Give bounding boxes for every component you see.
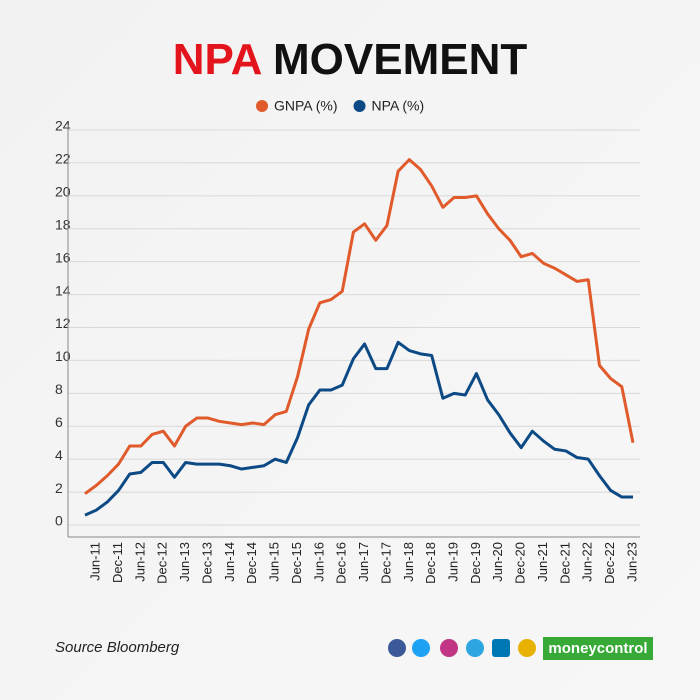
x-tick-label: Jun-14 <box>222 542 237 582</box>
x-tick-label: Dec-15 <box>289 542 304 584</box>
brand: moneycontrol <box>548 640 647 657</box>
x-tick-label: Dec-22 <box>602 542 617 584</box>
x-tick-label: Jun-21 <box>535 542 550 582</box>
y-tick-label: 24 <box>55 118 71 134</box>
x-tick-label: Jun-11 <box>88 542 103 581</box>
data-line <box>84 158 635 495</box>
y-tick-label: 22 <box>55 151 71 167</box>
y-tick-label: 20 <box>55 184 71 200</box>
telegram-icon <box>466 639 484 657</box>
x-tick-label: Dec-17 <box>378 542 393 584</box>
source: Source Bloomberg <box>55 639 180 656</box>
coin-icon <box>518 639 536 657</box>
y-tick-label: 8 <box>55 381 63 397</box>
x-tick-label: Dec-13 <box>199 542 214 584</box>
x-tick-label: Dec-16 <box>334 542 349 584</box>
x-tick-label: Dec-14 <box>244 542 259 584</box>
x-tick-label: Jun-13 <box>177 542 192 582</box>
x-tick-label: Jun-15 <box>267 542 282 582</box>
y-tick-label: 16 <box>55 249 71 265</box>
chart-title: NPA MOVEMENT <box>173 35 528 84</box>
x-tick-label: Jun-12 <box>132 542 147 582</box>
x-tick-label: Jun-23 <box>624 542 639 582</box>
y-tick-label: 2 <box>55 480 63 496</box>
twitter-icon <box>412 639 430 657</box>
x-tick-label: Jun-19 <box>445 542 460 582</box>
y-tick-label: 18 <box>55 216 71 232</box>
x-tick-label: Dec-19 <box>468 542 483 584</box>
x-tick-label: Dec-20 <box>513 542 528 584</box>
linkedin-icon <box>492 639 510 657</box>
y-tick-label: 6 <box>55 414 63 430</box>
y-tick-label: 10 <box>55 348 71 364</box>
legend-label: GNPA (%) <box>274 98 338 114</box>
x-tick-label: Dec-21 <box>557 542 572 584</box>
y-tick-label: 14 <box>55 282 71 298</box>
legend-marker <box>256 100 268 112</box>
x-tick-label: Dec-18 <box>423 542 438 584</box>
x-tick-label: Dec-12 <box>155 542 170 584</box>
y-tick-label: 4 <box>55 447 63 463</box>
x-tick-label: Dec-11 <box>110 542 125 583</box>
x-tick-label: Jun-20 <box>490 542 505 582</box>
x-tick-label: Jun-16 <box>311 542 326 582</box>
y-tick-label: 12 <box>55 315 71 331</box>
instagram-icon <box>440 639 458 657</box>
title-highlight: NPA <box>173 35 262 84</box>
x-tick-label: Jun-22 <box>580 542 595 582</box>
x-tick-label: Jun-17 <box>356 542 371 582</box>
legend-marker <box>353 100 366 112</box>
title-rest: MOVEMENT <box>273 35 527 84</box>
y-tick-label: 0 <box>55 513 63 529</box>
brand-box <box>543 637 653 660</box>
social-icons <box>388 639 536 657</box>
x-tick-label: Jun-18 <box>401 542 416 582</box>
facebook-icon <box>388 639 406 657</box>
legend-label: NPA (%) <box>372 98 425 114</box>
data-line <box>84 340 633 517</box>
